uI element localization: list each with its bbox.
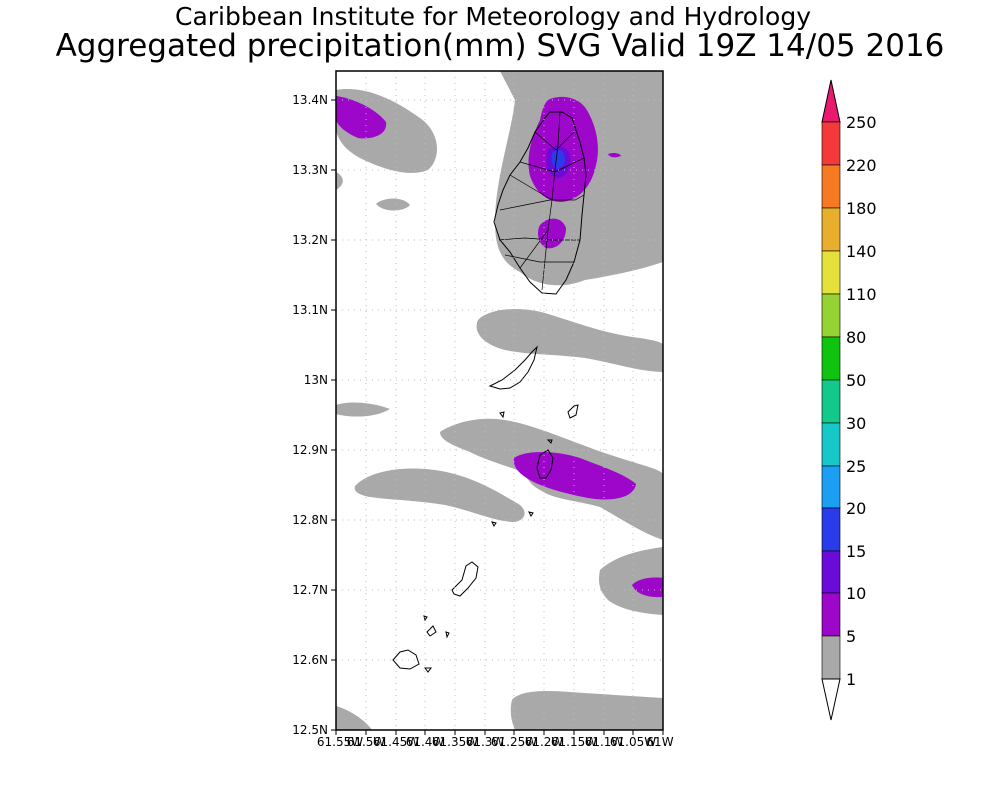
lon-label: 61.2W: [525, 735, 564, 749]
lat-label: 12.7N: [292, 583, 328, 597]
lat-label: 12.5N: [292, 723, 328, 737]
legend-arrow-top: [821, 79, 841, 123]
legend-swatch-1-5: [821, 635, 841, 680]
island-small-1: [499, 411, 505, 419]
map-frame: [335, 70, 664, 731]
legend-swatch-15-20: [821, 507, 841, 552]
lon-label: 61.5W: [347, 735, 386, 749]
lon-label: 61.4W: [406, 735, 445, 749]
legend-label: 110: [846, 285, 877, 304]
precip-area-southeast: [598, 547, 663, 615]
legend-label: 1: [846, 670, 856, 689]
lon-label: 61.25W: [491, 735, 537, 749]
legend-arrow-bottom: [821, 678, 841, 721]
legend-label: 20: [846, 499, 866, 518]
legend-label: 25: [846, 457, 866, 476]
legend-swatch-10-15: [821, 550, 841, 594]
coastline-st-vincent: [493, 111, 587, 295]
precip-area-west-mid: [336, 402, 390, 417]
lat-label: 13.4N: [292, 93, 328, 107]
island-canouan: [451, 561, 479, 597]
lat-label: 13.3N: [292, 163, 328, 177]
lon-label: 61.45W: [373, 735, 419, 749]
precip-area-small: [376, 198, 410, 211]
lon-label: 61.15W: [551, 735, 597, 749]
coastlines: [392, 111, 587, 673]
island-small-2: [567, 404, 579, 419]
lon-label: 61.1W: [585, 735, 624, 749]
header-subtitle: Aggregated precipitation(mm) SVG Valid 1…: [55, 28, 945, 64]
precip-heavy-northwest: [336, 96, 387, 139]
precip-area-northwest-edge: [336, 172, 343, 190]
legend-label: 140: [846, 242, 877, 261]
legend-colorbar: [821, 79, 841, 721]
island-union: [392, 649, 420, 670]
precip-peak-stvincent: [551, 150, 565, 169]
island-bequia: [488, 345, 538, 390]
legend-label: 180: [846, 199, 877, 218]
precip-heavy-stvincent-east: [608, 152, 621, 158]
island-small-8: [445, 631, 450, 639]
legend-swatch-80-110: [821, 293, 841, 338]
island-small-9: [424, 667, 432, 673]
legend-swatch-25-30: [821, 422, 841, 467]
legend-swatch-20-25: [821, 465, 841, 509]
island-small-5: [528, 511, 534, 517]
lat-label: 12.9N: [292, 443, 328, 457]
legend-label: 80: [846, 328, 866, 347]
island-small-4: [491, 521, 497, 527]
lat-label: 12.6N: [292, 653, 328, 667]
precip-heavy-bequia: [513, 452, 636, 500]
lon-label: 61.3W: [466, 735, 505, 749]
legend-label: 250: [846, 113, 877, 132]
legend-swatch-30-50: [821, 379, 841, 424]
legend-swatch-140-180: [821, 207, 841, 252]
gridlines: [336, 71, 663, 730]
lat-label: 13.1N: [292, 303, 328, 317]
precip-area-south: [510, 690, 663, 730]
island-mustique: [536, 449, 554, 479]
precip-area-band-1: [476, 308, 663, 372]
legend-label: 5: [846, 627, 856, 646]
precip-area-band-3: [354, 468, 525, 522]
lat-label: 12.8N: [292, 513, 328, 527]
lon-label: 61.55W: [317, 735, 363, 749]
precip-heavy-stvincent-south: [538, 218, 566, 249]
coastline-st-vincent-interior: [497, 111, 585, 291]
legend-label: 220: [846, 156, 877, 175]
lon-label: 61.35W: [432, 735, 478, 749]
legend-swatch-180-220: [821, 164, 841, 209]
legend-swatch-5-10: [821, 592, 841, 637]
tick-marks: [331, 99, 664, 735]
lat-label: 13.2N: [292, 233, 328, 247]
legend-label: 10: [846, 584, 866, 603]
header-title: Caribbean Institute for Meteorology and …: [175, 2, 811, 31]
legend-label: 30: [846, 414, 866, 433]
island-small-7: [426, 625, 437, 637]
precip-area-southwest: [336, 706, 372, 730]
precipitation-layer: [336, 71, 663, 730]
lat-label: 13N: [304, 373, 328, 387]
legend-swatch-50-80: [821, 336, 841, 381]
legend-label: 15: [846, 542, 866, 561]
legend-label: 50: [846, 371, 866, 390]
lon-label: 61W: [646, 735, 673, 749]
legend-swatch-110-140: [821, 250, 841, 295]
legend-swatch-220-250: [821, 121, 841, 166]
precip-heavy-southeast: [632, 577, 663, 598]
island-small-3: [546, 439, 553, 444]
lon-label: 61.05W: [610, 735, 656, 749]
